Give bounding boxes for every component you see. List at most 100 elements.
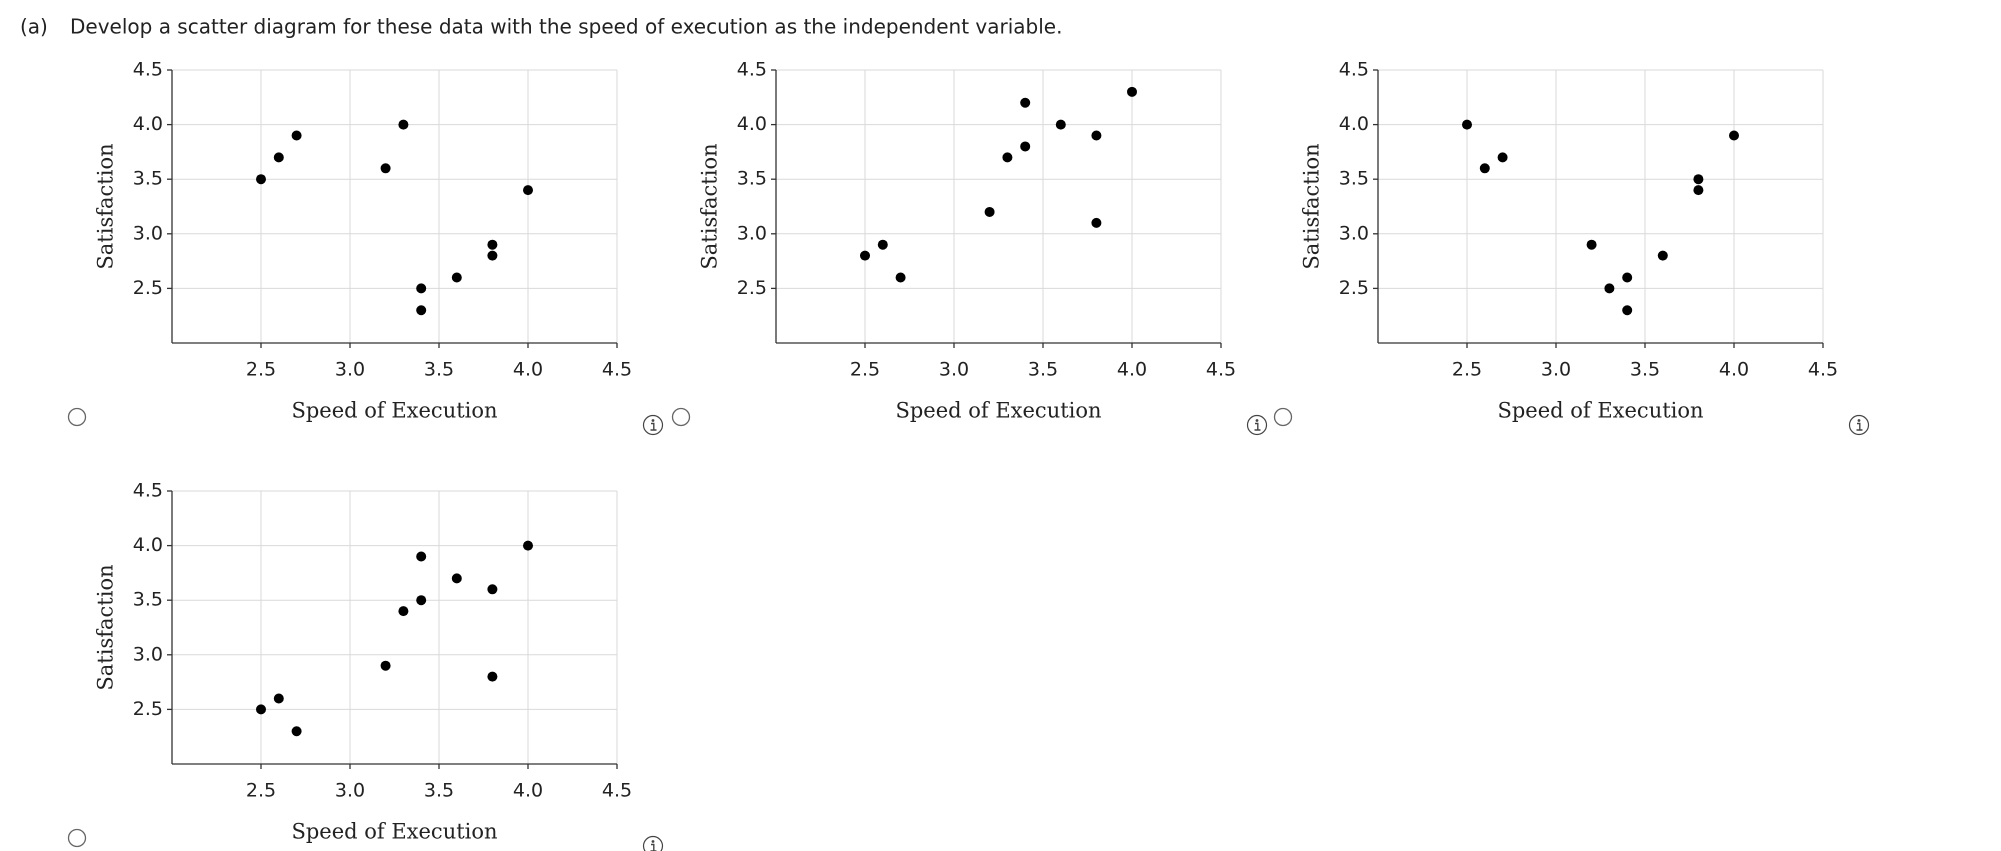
radio-button[interactable] <box>67 407 87 427</box>
point <box>291 130 302 141</box>
y-tick-label: 4.5 <box>737 59 767 81</box>
point <box>1729 130 1739 141</box>
info-stem <box>1856 422 1863 431</box>
info-dot <box>651 419 655 422</box>
info-circle <box>1246 414 1268 436</box>
y-tick-label: 3.5 <box>133 168 163 190</box>
y-axis-label: Satisfaction <box>94 564 118 690</box>
y-tick-label: 3.0 <box>1339 222 1369 244</box>
point <box>1020 141 1031 152</box>
point <box>487 239 498 250</box>
y-tick-label: 3.0 <box>133 643 163 665</box>
x-tick-label: 3.5 <box>424 780 454 802</box>
y-tick-label: 4.5 <box>1339 59 1369 81</box>
y-tick-label: 4.0 <box>133 113 163 135</box>
info-icon[interactable] <box>642 414 664 436</box>
point <box>416 283 427 294</box>
point <box>416 305 427 316</box>
point <box>984 206 995 217</box>
point <box>1479 163 1490 174</box>
chart: 2.5 3.0 3.5 4.0 4.5 2.5 3.0 3.5 4.0 4.5 Speed of E… <box>67 59 664 436</box>
point <box>416 595 427 606</box>
info-icon[interactable] <box>642 835 664 851</box>
question: Develop a scatter diagram for these data… <box>70 15 1062 39</box>
x-tick-label: 3.5 <box>424 359 454 381</box>
x-tick-label: 2.5 <box>1452 359 1482 381</box>
point <box>487 250 498 261</box>
x-tick-label: 4.0 <box>1719 359 1749 381</box>
y-tick-label: 4.5 <box>133 480 163 502</box>
point <box>291 726 302 737</box>
x-tick-label: 2.5 <box>246 780 276 802</box>
x-tick-label: 4.0 <box>513 359 543 381</box>
info-stem <box>1254 422 1261 431</box>
y-axis-label: Satisfaction <box>1300 143 1324 269</box>
x-tick-label: 4.0 <box>1117 359 1147 381</box>
x-tick-label: 3.0 <box>1541 359 1571 381</box>
point <box>877 239 888 250</box>
point <box>1693 174 1704 185</box>
point <box>380 660 391 671</box>
info-stem <box>650 422 657 431</box>
x-tick-label: 3.5 <box>1028 359 1058 381</box>
y-axis-label: Satisfaction <box>94 143 118 269</box>
point <box>1091 130 1102 141</box>
radio-button[interactable] <box>1273 407 1293 427</box>
part-label: (a) <box>20 15 48 39</box>
point <box>380 163 391 174</box>
y-tick-label: 4.0 <box>1339 113 1369 135</box>
point <box>523 540 533 551</box>
point <box>1002 152 1013 163</box>
point <box>451 573 462 584</box>
x-tick-label: 2.5 <box>850 359 880 381</box>
x-tick-label: 4.5 <box>1808 359 1838 381</box>
point <box>1091 217 1102 228</box>
info-dot <box>1857 419 1861 422</box>
point <box>523 185 533 196</box>
x-axis-label: Speed of Execution <box>291 399 497 423</box>
point <box>1127 86 1137 97</box>
x-tick-label: 2.5 <box>246 359 276 381</box>
info-circle <box>1848 414 1870 436</box>
point <box>1462 119 1472 130</box>
x-tick-label: 4.0 <box>513 780 543 802</box>
x-tick-label: 4.5 <box>602 780 632 802</box>
y-axis-label: Satisfaction <box>698 143 722 269</box>
y-tick-label: 4.0 <box>133 534 163 556</box>
info-circle <box>642 414 664 436</box>
point <box>256 704 266 715</box>
x-axis-label: Speed of Execution <box>1497 399 1703 423</box>
point <box>256 174 266 185</box>
point <box>1497 152 1508 163</box>
point <box>1622 272 1633 283</box>
info-circle <box>642 835 664 851</box>
info-stem <box>650 843 657 851</box>
point <box>273 152 284 163</box>
x-tick-label: 3.0 <box>335 780 365 802</box>
point <box>1657 250 1668 261</box>
x-tick-label: 3.5 <box>1630 359 1660 381</box>
x-axis-label: Speed of Execution <box>895 399 1101 423</box>
chart: 2.5 3.0 3.5 4.0 4.5 2.5 3.0 3.5 4.0 4.5 Speed of E… <box>67 480 664 851</box>
x-tick-label: 3.0 <box>939 359 969 381</box>
radio-button[interactable] <box>671 407 691 427</box>
point <box>1020 97 1031 108</box>
y-tick-label: 3.0 <box>737 222 767 244</box>
y-tick-label: 3.5 <box>737 168 767 190</box>
info-icon[interactable] <box>1246 414 1268 436</box>
point <box>398 119 409 130</box>
point <box>860 250 870 261</box>
info-icon[interactable] <box>1848 414 1870 436</box>
y-tick-label: 3.5 <box>133 589 163 611</box>
y-tick-label: 3.0 <box>133 222 163 244</box>
radio-button[interactable] <box>67 828 87 848</box>
point <box>895 272 906 283</box>
y-tick-label: 2.5 <box>1339 277 1369 299</box>
point <box>487 584 498 595</box>
y-tick-label: 2.5 <box>133 698 163 720</box>
info-dot <box>1255 419 1259 422</box>
point <box>1055 119 1066 130</box>
point <box>1622 305 1633 316</box>
